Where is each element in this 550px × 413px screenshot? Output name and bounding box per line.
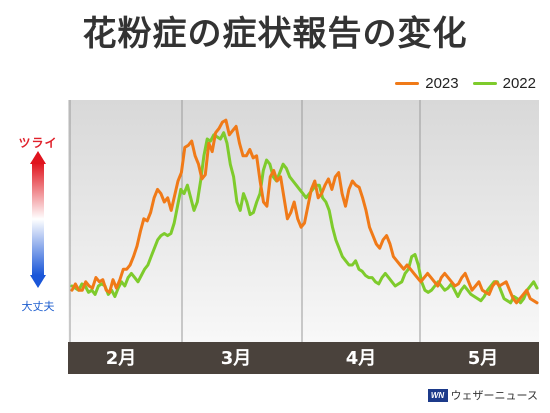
legend-label-2022: 2022 — [502, 74, 536, 92]
x-tick-label-1: 3月 — [221, 348, 252, 369]
scale-top-label: ツライ — [18, 136, 58, 150]
x-tick-label-2: 4月 — [346, 348, 377, 369]
brand-logo-icon: WN — [427, 388, 448, 402]
x-tick-label-3: 5月 — [468, 348, 499, 369]
series-line-2022 — [70, 131, 539, 305]
series-layer — [70, 118, 539, 305]
brand-name: ウェザーニュース — [450, 389, 538, 402]
legend-item-2022: 2022 — [472, 74, 536, 92]
x-tick-label-0: 2月 — [106, 348, 137, 369]
month-gridlines — [69, 100, 421, 342]
x-axis-labels: 2月 3月 4月 5月 — [106, 348, 499, 369]
legend-swatch-2022 — [472, 81, 497, 85]
scale-bottom-label: 大丈夫 — [21, 300, 55, 313]
legend-label-2023: 2023 — [425, 74, 459, 92]
chart-title: 花粉症の症状報告の変化 — [82, 14, 468, 54]
x-axis-band — [68, 342, 539, 374]
legend-item-2023: 2023 — [395, 74, 459, 92]
legend-swatch-2023 — [395, 81, 420, 85]
brand-logo: WN ウェザーニュース — [427, 387, 538, 403]
legend: 2023 2022 — [387, 74, 536, 92]
series-line-2023 — [70, 118, 539, 305]
